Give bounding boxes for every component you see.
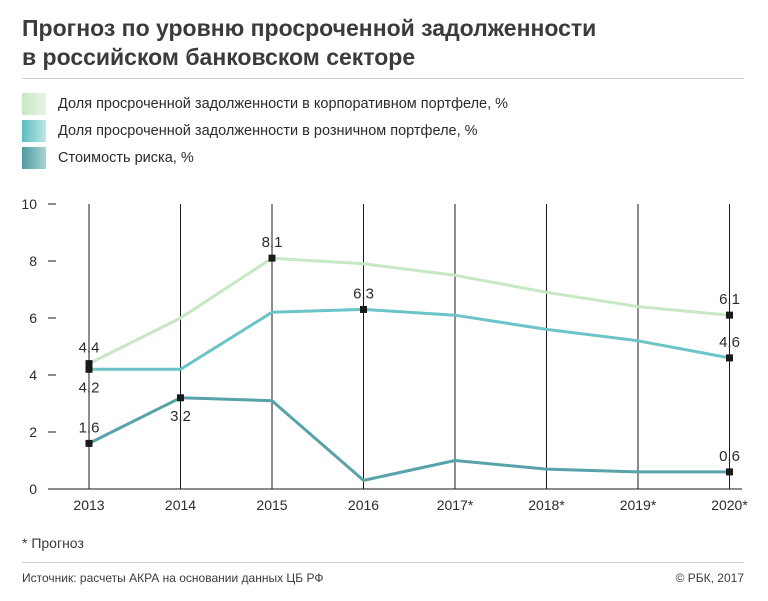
series-0-label-0: 4,4 [79, 340, 100, 357]
series-0-marker-1 [268, 254, 276, 262]
x-tick-label-5: 2018* [528, 497, 565, 513]
forecast-footnote: * Прогноз [22, 535, 84, 551]
x-tick-label-4: 2017* [437, 497, 474, 513]
series-1-marker-0 [85, 365, 93, 373]
series-0-marker-0 [85, 360, 93, 368]
line-chart: 0 2 4 6 8 10 2013 2014 2015 2016 2017* 2018* 2019* 20… [21, 196, 748, 513]
series-1-label-1: 6,3 [353, 285, 374, 302]
y-tick-label-2: 4 [29, 367, 37, 383]
series-1-marker-1 [360, 305, 367, 313]
y-tick-label-5: 10 [21, 196, 37, 212]
legend-item-retail: Доля просроченной задолженности в рознич… [22, 117, 722, 144]
legend-swatch-risk-cost [22, 146, 46, 169]
y-tick-label-3: 6 [29, 310, 37, 326]
series-2-label-0: 1,6 [79, 419, 100, 436]
series-0-label-2: 6,1 [719, 291, 740, 308]
legend: Доля просроченной задолженности в корпор… [22, 90, 722, 171]
x-tick-label-7: 2020* [711, 497, 748, 513]
y-tick-label-0: 0 [29, 481, 37, 497]
series-line-2 [88, 396, 730, 482]
series-2-marker-1 [177, 394, 184, 402]
series-2-label-2: 0,6 [719, 448, 740, 465]
y-tick-label-1: 2 [29, 424, 37, 440]
series-1-label-2: 4,6 [719, 334, 740, 351]
chart-title-line-2: в российском банковском секторе [22, 44, 416, 70]
chart-title: Прогноз по уровню просроченной задолженн… [22, 14, 742, 72]
top-divider [22, 78, 744, 79]
chart-title-line-1: Прогноз по уровню просроченной задолженн… [22, 15, 597, 41]
x-tick-label-6: 2019* [620, 497, 657, 513]
y-tick-label-4: 8 [29, 253, 37, 269]
source-note: Источник: расчеты АКРА на основании данн… [22, 571, 324, 585]
x-tick-label-1: 2014 [165, 497, 196, 513]
series-2-label-1: 3,2 [170, 408, 191, 425]
series-1-marker-2 [726, 354, 733, 362]
bottom-divider [22, 562, 744, 563]
legend-swatch-corporate [22, 92, 46, 115]
legend-label-corporate: Доля просроченной задолженности в корпор… [58, 95, 509, 112]
legend-item-risk-cost: Стоимость риска, % [22, 144, 722, 171]
series-0-label-1: 8,1 [262, 234, 283, 251]
legend-label-risk-cost: Стоимость риска, % [58, 149, 194, 166]
legend-label-retail: Доля просроченной задолженности в рознич… [58, 122, 478, 139]
series-2-marker-0 [85, 439, 93, 447]
legend-item-corporate: Доля просроченной задолженности в корпор… [22, 90, 722, 117]
series-line-0 [88, 256, 730, 365]
legend-swatch-retail [22, 119, 46, 142]
x-tick-label-2: 2015 [256, 497, 287, 513]
copyright: © РБК, 2017 [675, 571, 744, 585]
series-1-label-0: 4,2 [79, 379, 100, 396]
x-tick-label-0: 2013 [73, 497, 104, 513]
x-tick-label-3: 2016 [348, 497, 379, 513]
series-2-marker-2 [726, 468, 733, 476]
series-0-marker-2 [726, 311, 733, 319]
series-line-1 [89, 307, 730, 371]
